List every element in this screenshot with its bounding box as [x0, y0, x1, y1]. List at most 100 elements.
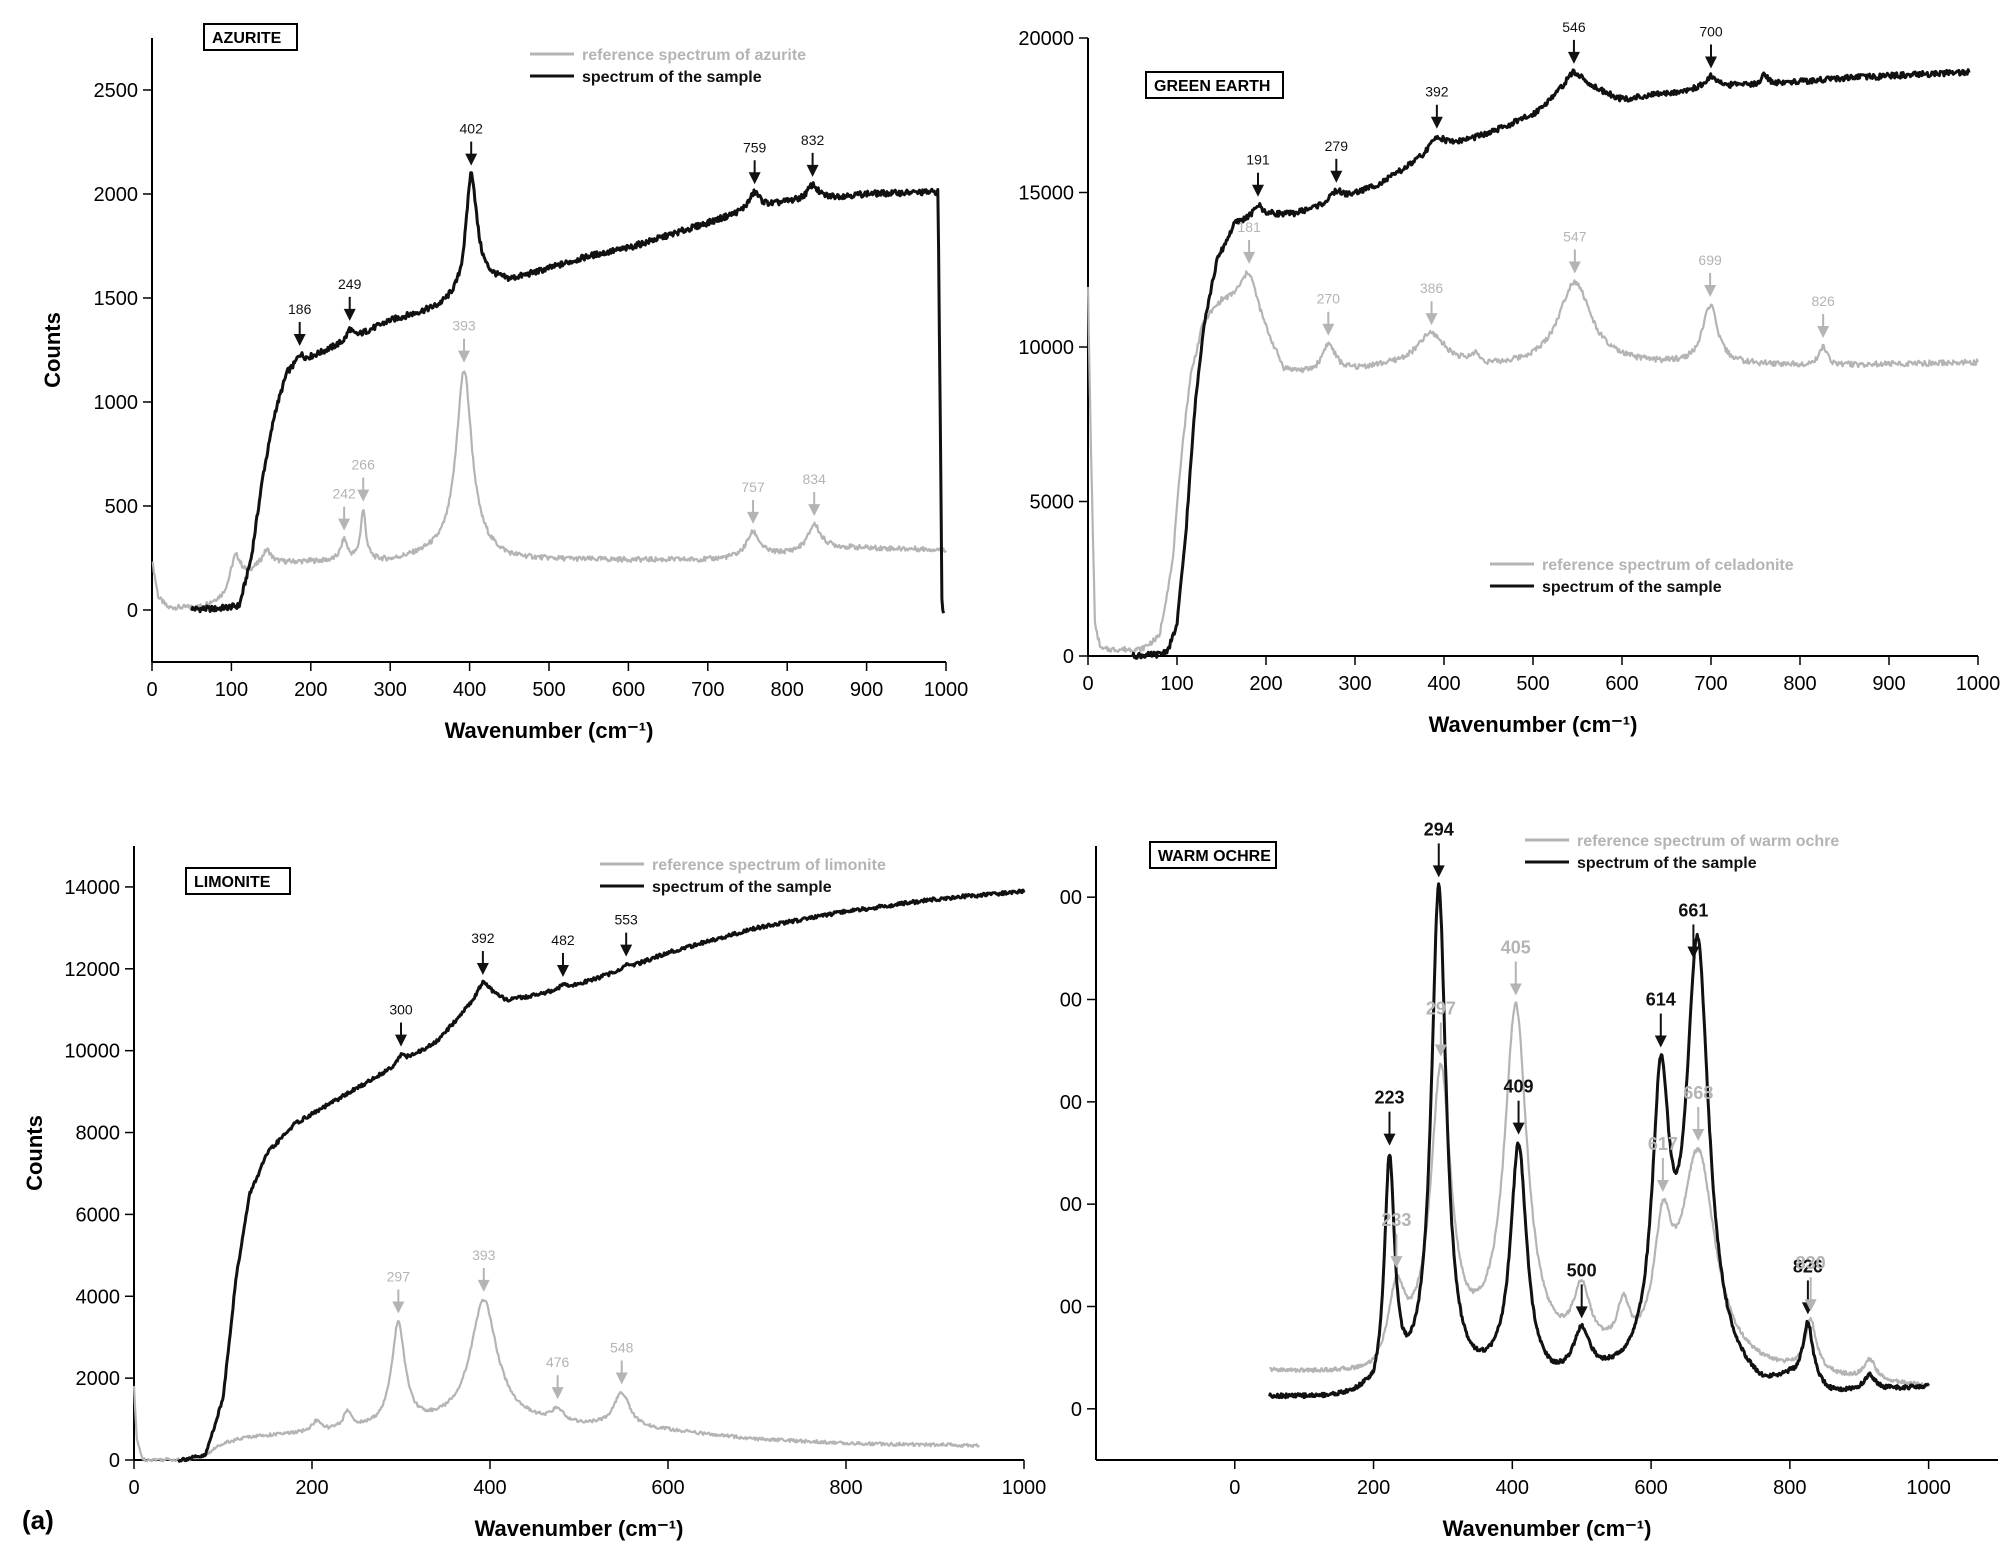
- x-tick-label: 1000: [924, 679, 969, 701]
- y-tick-label: 0: [1071, 1399, 1082, 1421]
- peak-annotation: 757: [741, 479, 765, 524]
- peak-annotation: 826: [1811, 293, 1835, 339]
- x-tick-label: 200: [1357, 1477, 1390, 1499]
- y-tick-label: 5000: [1030, 492, 1075, 514]
- peak-arrow-head: [357, 489, 370, 502]
- chart-title: LIMONITE: [194, 874, 271, 891]
- peak-arrow-head: [477, 1279, 490, 1292]
- peak-annotation: 191: [1246, 152, 1270, 197]
- peak-label: 266: [352, 457, 376, 473]
- x-axis-label: Wavenumber (cm⁻¹): [475, 1516, 684, 1541]
- x-tick-label: 500: [1516, 673, 1549, 695]
- peak-annotation: 392: [471, 930, 495, 976]
- x-tick-label: 100: [215, 679, 248, 701]
- peak-annotation: 759: [743, 139, 767, 185]
- peak-arrow-head: [1251, 184, 1264, 197]
- peak-label: 409: [1504, 1077, 1534, 1097]
- peak-arrow-head: [1817, 326, 1830, 339]
- peak-label: 297: [387, 1269, 411, 1285]
- peak-annotation: 223: [1374, 1088, 1405, 1146]
- peak-label: 668: [1683, 1083, 1713, 1103]
- x-tick-label: 300: [374, 679, 407, 701]
- legend-label: reference spectrum of celadonite: [1542, 557, 1794, 574]
- chart-limonite: 0 200 400 600 800 100002000400060008000100001…: [22, 846, 1046, 1541]
- reference-spectrum-line: [132, 1298, 980, 1463]
- x-tick-label: 400: [473, 1477, 506, 1499]
- peak-label: 546: [1562, 19, 1586, 35]
- chart-title-box: [1145, 71, 1284, 99]
- peak-annotation: 300: [389, 1002, 413, 1047]
- peak-arrow-head: [1434, 1044, 1447, 1057]
- peak-label: 392: [471, 930, 495, 946]
- y-tick-label: 00: [1060, 1092, 1082, 1114]
- peak-arrow-head: [1568, 261, 1581, 274]
- peak-arrow-head: [1390, 1256, 1403, 1269]
- y-tick-label: 15000: [1018, 183, 1074, 205]
- sample-spectrum-line: [190, 171, 946, 614]
- reference-spectrum-line: [1086, 270, 1980, 654]
- peak-label: 300: [389, 1002, 413, 1018]
- chart-title-box: [185, 867, 291, 895]
- sample-spectrum-line: [1268, 882, 1930, 1400]
- panel-label: (a): [22, 1505, 54, 1535]
- y-tick-label: 6000: [76, 1204, 121, 1226]
- y-tick-label: 10000: [1018, 337, 1074, 359]
- peak-annotation: 617: [1648, 1134, 1678, 1193]
- y-tick-label: 00: [1060, 1297, 1082, 1319]
- peak-arrow-head: [1575, 1306, 1588, 1319]
- peak-arrow-head: [806, 164, 819, 177]
- chart-title-box: [203, 23, 298, 51]
- peak-label: 614: [1646, 990, 1676, 1010]
- x-tick-label: 800: [829, 1477, 862, 1499]
- x-tick-label: 800: [771, 679, 804, 701]
- y-tick-label: 20000: [1018, 28, 1074, 50]
- x-axis-label: Wavenumber (cm⁻¹): [1443, 1516, 1652, 1541]
- peak-arrow-head: [1704, 284, 1717, 297]
- y-tick-label: 12000: [64, 959, 120, 981]
- peak-label: 297: [1426, 999, 1456, 1019]
- peak-label: 617: [1648, 1134, 1678, 1154]
- peak-label: 759: [743, 139, 767, 155]
- x-tick-label: 200: [1249, 673, 1282, 695]
- y-tick-label: 2000: [94, 184, 139, 206]
- chart-title: WARM OCHRE: [1158, 848, 1271, 865]
- peak-arrow-head: [476, 963, 489, 976]
- peak-label: 191: [1246, 152, 1270, 168]
- peak-label: 393: [472, 1247, 496, 1263]
- peak-arrow-head: [338, 518, 351, 531]
- peak-label: 547: [1563, 229, 1587, 245]
- legend-label: spectrum of the sample: [582, 69, 762, 86]
- peak-arrow-head: [1509, 983, 1522, 996]
- x-tick-label: 400: [1496, 1477, 1529, 1499]
- peak-arrow-head: [1243, 251, 1256, 264]
- peak-annotation: 548: [610, 1340, 634, 1385]
- legend-label: spectrum of the sample: [652, 879, 832, 896]
- y-axis-label: Counts: [22, 1115, 47, 1191]
- peak-label: 700: [1699, 23, 1723, 39]
- peak-label: 242: [332, 486, 356, 502]
- peak-arrow-head: [1322, 323, 1335, 336]
- peak-annotation: 476: [546, 1354, 570, 1400]
- y-tick-label: 10000: [64, 1041, 120, 1063]
- peak-annotation: 242: [332, 486, 356, 531]
- peak-arrow-head: [1692, 1128, 1705, 1141]
- peak-label: 223: [1374, 1088, 1404, 1108]
- peak-arrow-head: [1432, 865, 1445, 878]
- legend: reference spectrum of celadonite spectrum…: [1490, 557, 1794, 596]
- x-tick-label: 500: [532, 679, 565, 701]
- x-axis-label: Wavenumber (cm⁻¹): [1429, 712, 1638, 737]
- y-tick-label: 14000: [64, 877, 120, 899]
- peak-annotation: 392: [1425, 84, 1449, 129]
- legend: reference spectrum of azurite spectrum of…: [530, 47, 806, 86]
- x-tick-label: 1000: [1956, 673, 2001, 695]
- peak-annotation: 181: [1237, 219, 1261, 264]
- peak-annotation: 393: [472, 1247, 496, 1292]
- x-tick-label: 600: [612, 679, 645, 701]
- peak-annotation: 297: [1426, 999, 1456, 1057]
- peak-label: 830: [1796, 1253, 1826, 1273]
- x-tick-label: 600: [1605, 673, 1638, 695]
- y-tick-label: 00: [1060, 990, 1082, 1012]
- peak-annotation: 402: [460, 121, 483, 166]
- peak-label: 279: [1325, 138, 1349, 154]
- peak-arrow-head: [1654, 1035, 1667, 1048]
